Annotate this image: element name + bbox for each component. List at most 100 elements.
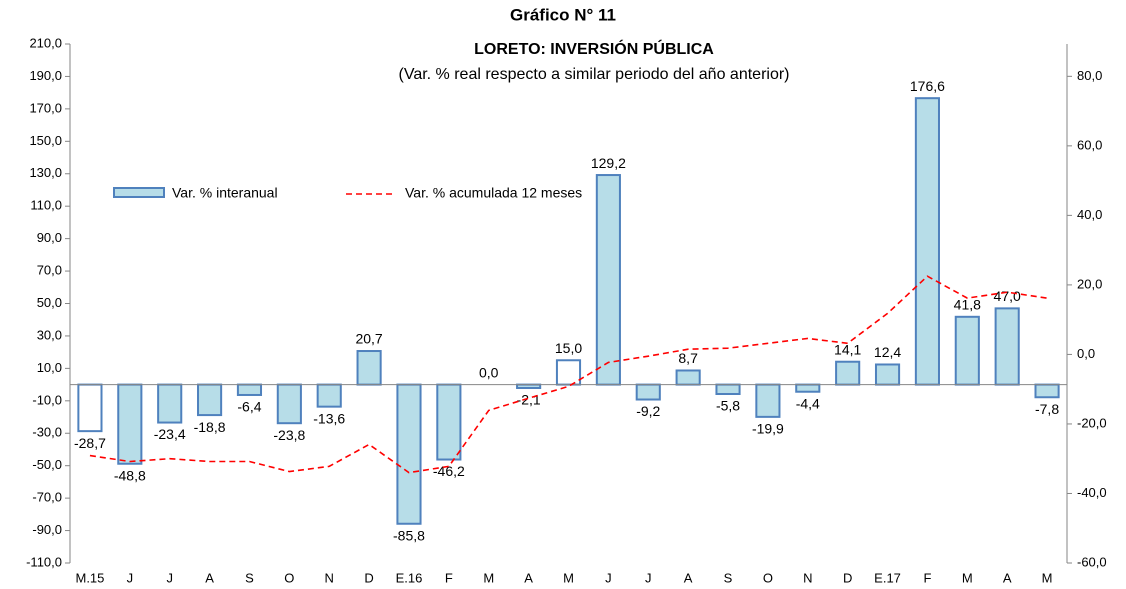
x-tick-label: F [445,570,453,585]
y-tick-label: 10,0 [37,360,62,375]
x-tick-label: A [1003,570,1012,585]
x-tick-label: M.15 [75,570,104,585]
data-label: 129,2 [591,155,626,171]
x-tick-label: O [284,570,294,585]
line [89,275,1048,474]
x-tick-label: J [166,570,173,585]
bar [755,383,781,418]
y-tick-label: -110,0 [26,554,62,569]
x-tick-label: N [325,570,334,585]
bar [795,383,821,393]
bar [715,383,741,396]
chart-note: (Var. % real respecto a similar periodo … [399,66,790,83]
data-label: -23,4 [154,426,186,442]
bar [157,383,183,424]
x-tick-label: J [605,570,612,585]
data-label: 15,0 [555,340,582,356]
y2-tick-label: -20,0 [1077,415,1107,430]
bar [356,350,382,386]
bar [874,363,901,386]
y-tick-label: -10,0 [32,392,62,407]
data-label: 8,7 [678,350,698,366]
data-label: 20,7 [355,331,382,347]
y2-tick-label: 40,0 [1077,207,1102,222]
bar [675,369,701,386]
bar [555,359,582,386]
y2-tick-label: 0,0 [1077,346,1095,361]
x-tick-label: A [684,570,693,585]
data-label: -2,1 [517,392,541,408]
y-tick-label: 50,0 [37,295,62,310]
y2-tick-label: 20,0 [1077,276,1102,291]
x-tick-label: O [763,570,773,585]
data-label: 47,0 [994,288,1021,304]
y-tick-label: -50,0 [32,457,62,472]
y-tick-label: 210,0 [29,35,62,50]
data-label: -5,8 [716,398,740,414]
y-tick-label: 170,0 [29,100,62,115]
x-tick-label: S [724,570,733,585]
data-label: -6,4 [237,399,261,415]
legend-swatch [113,187,165,198]
x-tick-label: A [205,570,214,585]
data-label: 0,0 [479,364,499,380]
data-label: -7,8 [1035,401,1059,417]
y-tick-label: 190,0 [29,68,62,83]
bar [436,383,462,461]
x-tick-label: M [483,570,494,585]
bar [635,383,661,401]
bar [197,383,223,417]
x-tick-label: D [843,570,852,585]
y-tick-label: 70,0 [37,263,62,278]
x-tick-label: N [803,570,812,585]
data-label: -9,2 [636,403,660,419]
bar [117,383,143,465]
y-tick-label: -30,0 [32,425,62,440]
y2-tick-label: 60,0 [1077,137,1102,152]
data-label: 176,6 [910,78,945,94]
data-label: -28,7 [74,435,106,451]
x-tick-label: E.17 [874,570,901,585]
legend-label: Var. % acumulada 12 meses [405,185,582,201]
x-tick-label: A [524,570,533,585]
x-tick-label: S [245,570,254,585]
bar [835,360,861,386]
chart-subtitle: LORETO: INVERSIÓN PÚBLICA [474,39,714,58]
data-label: -85,8 [393,527,425,543]
y-tick-label: 90,0 [37,230,62,245]
bar [316,383,342,408]
x-tick-label: E.16 [396,570,423,585]
y2-tick-label: -40,0 [1077,485,1107,500]
bar [516,383,542,389]
bar [276,383,302,425]
data-label: -19,9 [752,421,784,437]
bar [77,383,103,433]
y-tick-label: 130,0 [29,165,62,180]
y-tick-label: -90,0 [32,522,62,537]
bar [954,315,980,386]
bar [396,383,422,525]
bar [595,174,621,386]
x-tick-label: M [563,570,574,585]
legend-label: Var. % interanual [172,185,278,201]
data-label: -23,8 [273,427,305,443]
bar [1034,383,1060,399]
y-tick-label: -70,0 [32,490,62,505]
y-tick-label: 30,0 [37,327,62,342]
bar [236,383,263,396]
x-tick-label: D [364,570,373,585]
data-label: -48,8 [114,467,146,483]
x-tick-label: M [1042,570,1053,585]
data-label: 41,8 [954,297,981,313]
x-tick-label: J [645,570,652,585]
y2-tick-label: -60,0 [1077,554,1107,569]
y2-tick-label: 80,0 [1077,68,1102,83]
data-label: 12,4 [874,344,901,360]
bar [914,97,940,386]
data-label: 14,1 [834,341,861,357]
chart-title: Gráfico N° 11 [510,5,616,24]
y-tick-label: 150,0 [29,133,62,148]
data-label: -18,8 [194,419,226,435]
